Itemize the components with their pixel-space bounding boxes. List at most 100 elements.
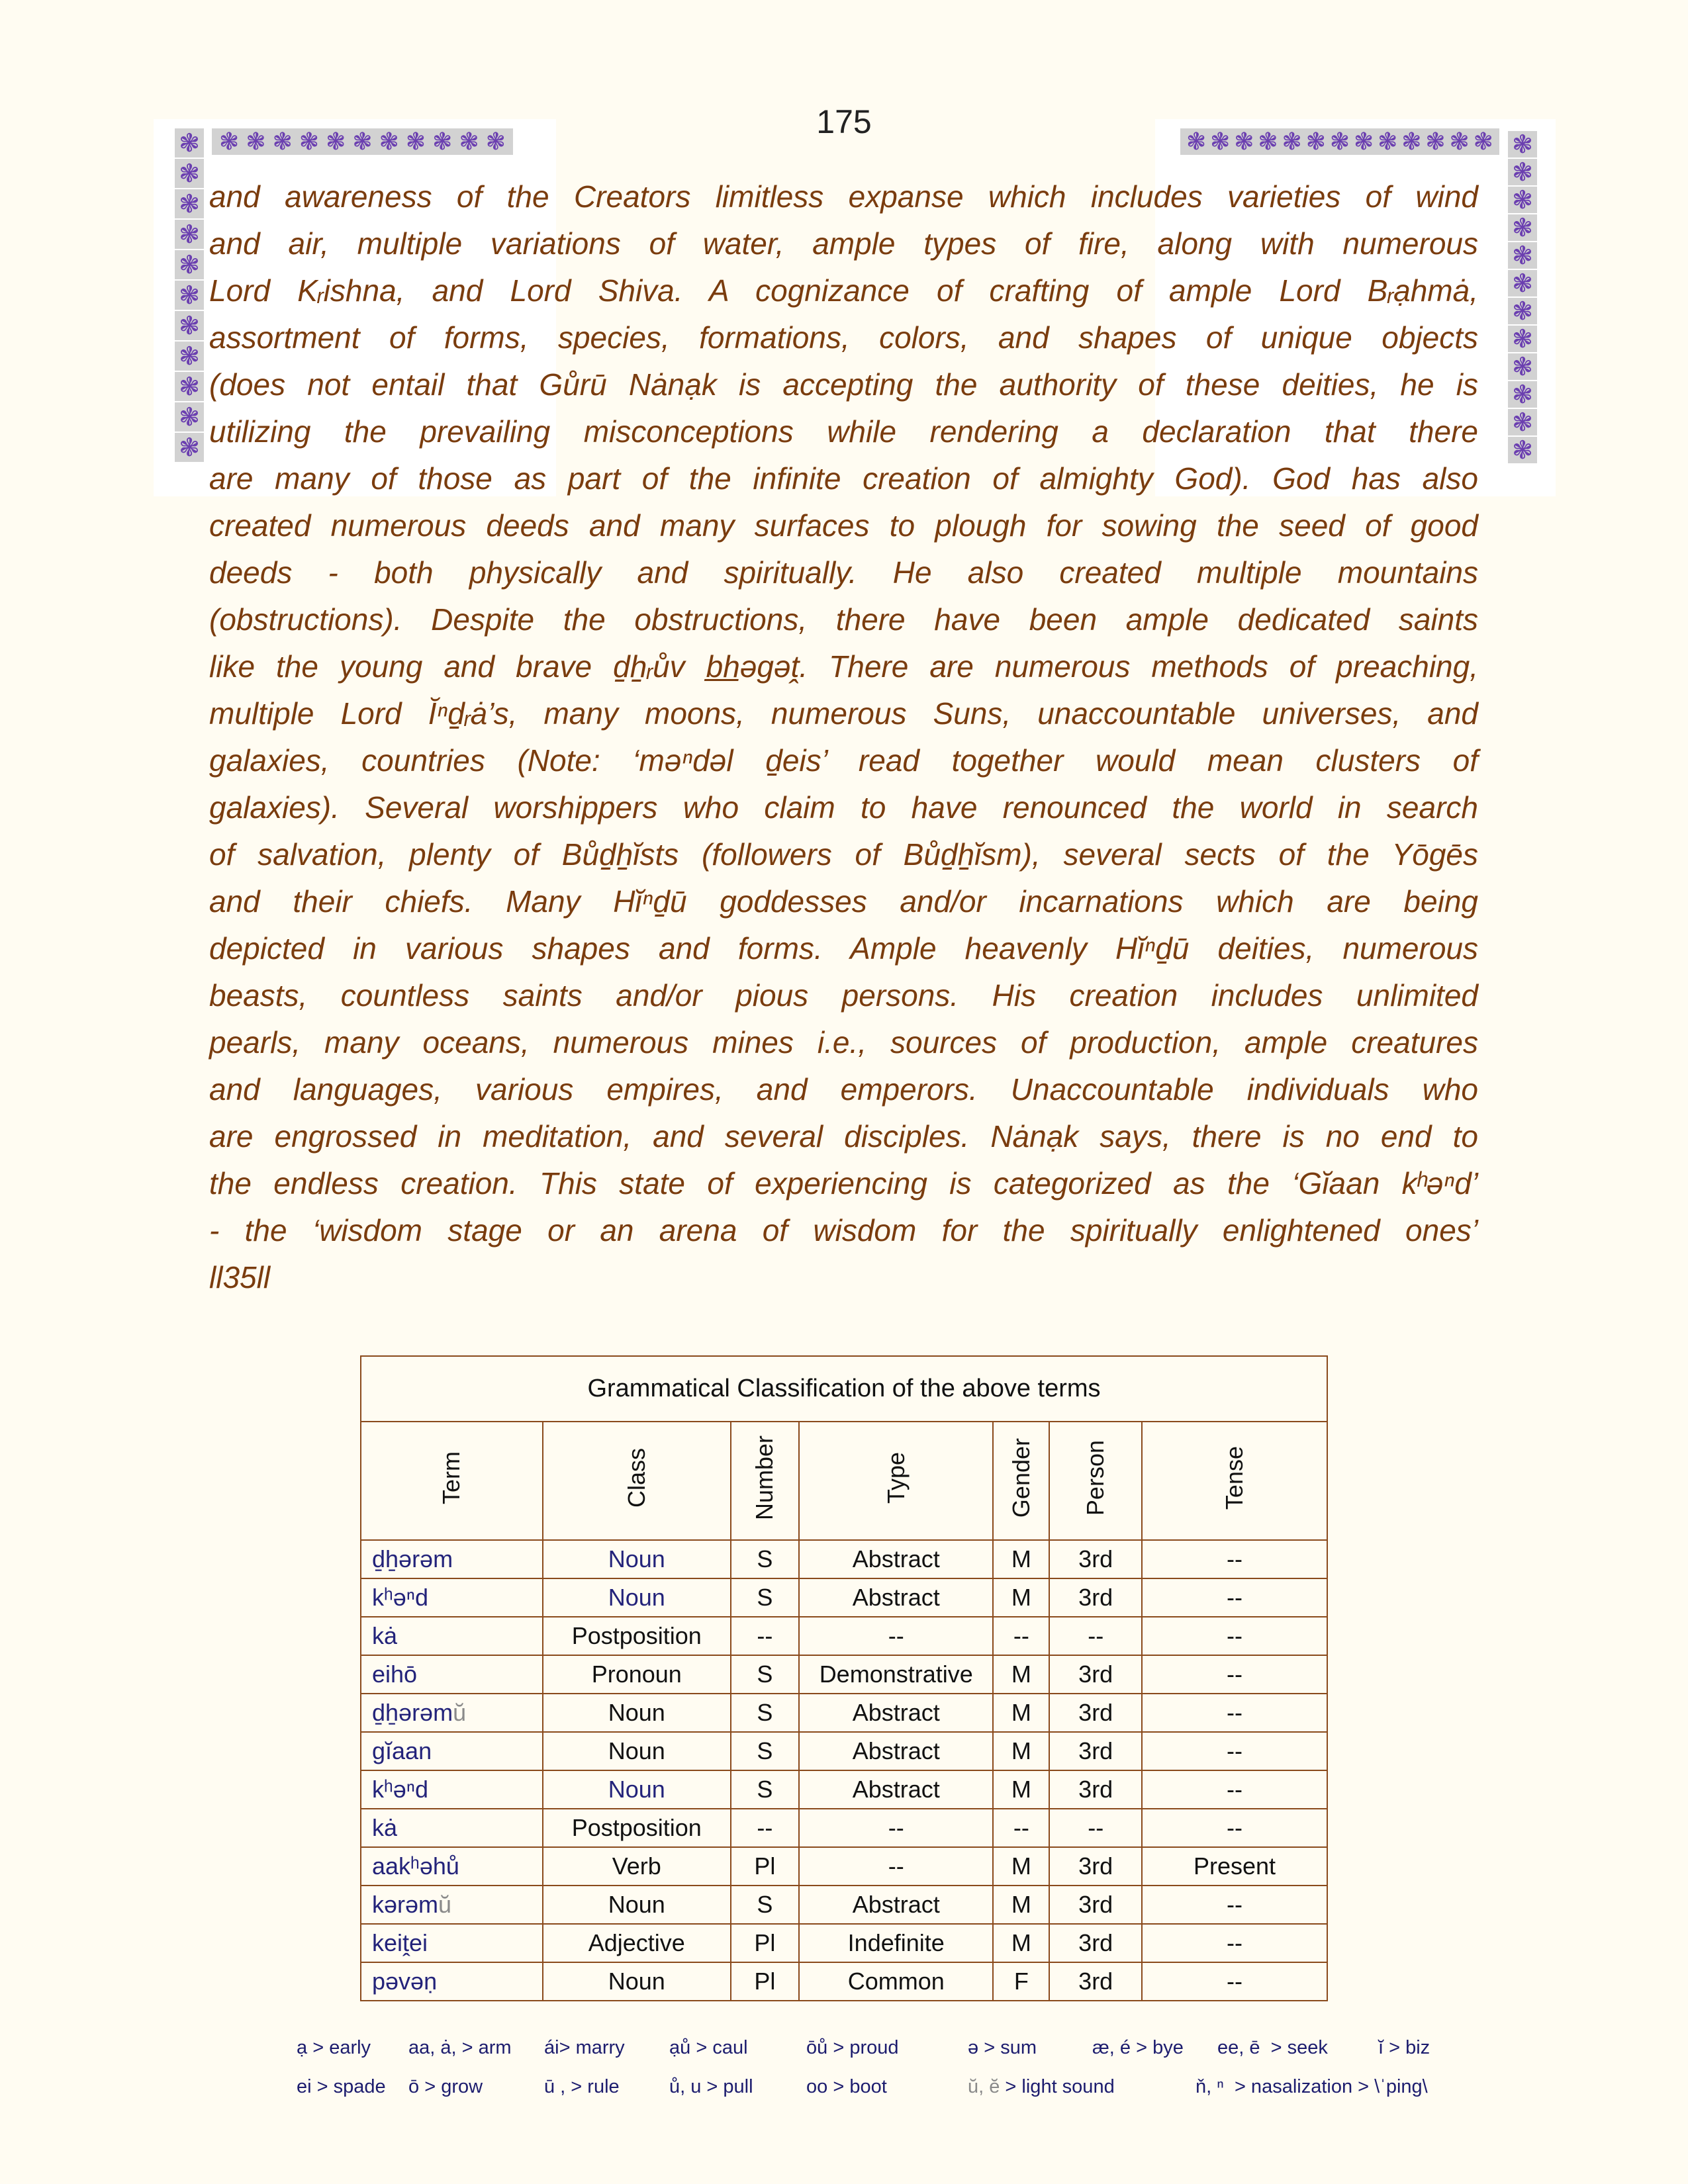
number-cell: -- (729, 1616, 800, 1656)
number-cell: Pl (729, 1962, 800, 2001)
tense-cell: -- (1141, 1962, 1328, 2001)
table-row: kȧ Postposition -- -- -- -- -- (360, 1616, 1328, 1656)
table-row: keiṱei Adjective Pl Indefinite M 3rd -- (360, 1923, 1328, 1963)
table-row: pəvəṇ Noun Pl Common F 3rd -- (360, 1962, 1328, 2001)
table-row: ḏẖərəmŭ Noun S Abstract M 3rd -- (360, 1693, 1328, 1733)
flower-icon: ❃ (175, 311, 204, 340)
legend-item: ái> marry (544, 2037, 625, 2059)
column-header-type: Type (798, 1421, 994, 1541)
paragraph-line: utilizing the prevailing misconceptions … (209, 414, 1478, 449)
tense-cell: -- (1141, 1539, 1328, 1579)
term-text: eihō (372, 1661, 418, 1688)
tense-cell: -- (1141, 1808, 1328, 1848)
table-title: Grammatical Classification of the above … (360, 1355, 1328, 1422)
paragraph-line: like the young and brave ḏẖᵣův b̲h̲əgəṱ.… (209, 649, 1478, 684)
type-cell: Indefinite (798, 1923, 994, 1963)
legend-symbol: ee, ē (1217, 2037, 1260, 2058)
gender-cell: M (992, 1655, 1051, 1694)
paragraph-line: created numerous deeds and many surfaces… (209, 508, 1478, 543)
legend-symbol: ů, u (669, 2076, 702, 2097)
flower-icon: ❃ (175, 250, 204, 279)
term-text: kȧ (372, 1814, 398, 1841)
term-text: ḏẖərəm (372, 1545, 453, 1572)
paragraph-line: multiple Lord Ĭⁿḏᵣȧ’s, many moons, numer… (209, 696, 1478, 731)
person-cell: 3rd (1049, 1885, 1143, 1925)
flower-icon: ❃ (246, 128, 266, 156)
paragraph-line: Lord Kᵣishna, and Lord Shiva. A cognizan… (209, 273, 1478, 308)
flower-icon: ❃ (299, 128, 320, 156)
type-cell: -- (798, 1808, 994, 1848)
decoration-backdrop-right (1155, 119, 1556, 496)
paragraph-line: depicted in various shapes and forms. Am… (209, 931, 1478, 966)
flower-icon: ❃ (1305, 128, 1326, 156)
class-cell: Pronoun (541, 1655, 731, 1694)
flower-icon: ❃ (1508, 131, 1537, 158)
class-cell: Noun (541, 1731, 731, 1771)
paragraph-line: deeds - both physically and spiritually.… (209, 555, 1478, 590)
flower-icon: ❃ (432, 128, 453, 156)
flower-icon: ❃ (1508, 381, 1537, 408)
flower-icon: ❃ (1508, 187, 1537, 213)
flower-icon: ❃ (175, 220, 204, 249)
legend-symbol: ạ (297, 2037, 308, 2058)
gender-cell: M (992, 1578, 1051, 1617)
legend-sound: > pull (701, 2076, 753, 2097)
legend-symbol: æ, é (1092, 2037, 1131, 2058)
term-text: aakʰəhů (372, 1852, 459, 1880)
type-cell: Abstract (798, 1693, 994, 1733)
legend-sound: > nasalization > \ˈping\ (1223, 2076, 1428, 2097)
gender-cell: -- (992, 1808, 1051, 1848)
type-cell: Abstract (798, 1731, 994, 1771)
paragraph-line: of salvation, plenty of Bůḏẖĭsts (follow… (209, 837, 1478, 872)
page-number: 175 (816, 103, 872, 140)
column-header-person: Person (1049, 1421, 1143, 1541)
column-header-label: Class (622, 1447, 650, 1508)
term-cell: pəvəṇ (360, 1962, 543, 2001)
term-text: ḏẖərəm (372, 1699, 453, 1726)
legend-sound: > sum (978, 2037, 1037, 2058)
legend-symbol: ei (297, 2076, 312, 2097)
tense-cell: Present (1141, 1846, 1328, 1886)
grammar-table: Grammatical Classification of the above … (360, 1355, 1328, 2001)
column-header-number: Number (729, 1421, 800, 1541)
flower-icon: ❃ (1508, 298, 1537, 324)
paragraph-line: are many of those as part of the infinit… (209, 461, 1478, 496)
paragraph-line: galaxies, countries (Note: ‘məⁿdəl ḏeis’… (209, 743, 1478, 778)
column-header-gender: Gender (992, 1421, 1051, 1541)
term-cell: kȧ (360, 1616, 543, 1656)
legend-sound: > proud (827, 2037, 899, 2058)
person-cell: 3rd (1049, 1770, 1143, 1809)
legend-symbol: aa, ȧ, (408, 2037, 457, 2058)
type-cell: Abstract (798, 1770, 994, 1809)
flower-icon: ❃ (1210, 128, 1231, 156)
class-cell: Noun (541, 1885, 731, 1925)
table-row: eihō Pronoun S Demonstrative M 3rd -- (360, 1655, 1328, 1694)
flower-icon: ❃ (1508, 353, 1537, 380)
gender-cell: -- (992, 1616, 1051, 1656)
flower-icon: ❃ (1508, 242, 1537, 269)
person-cell: 3rd (1049, 1655, 1143, 1694)
class-cell: Verb (541, 1846, 731, 1886)
legend-sound: > boot (827, 2076, 887, 2097)
column-header-label: Term (438, 1451, 465, 1504)
flower-icon: ❃ (405, 128, 426, 156)
body-paragraph: and awareness of the Creators limitless … (209, 173, 1478, 1301)
legend-sound: > light sound (1000, 2076, 1115, 2097)
number-cell: S (729, 1885, 800, 1925)
flower-icon: ❃ (1508, 409, 1537, 435)
legend-sound: > arm (456, 2037, 512, 2058)
flower-icon: ❃ (1378, 128, 1398, 156)
flower-icon: ❃ (175, 433, 204, 462)
paragraph-line: and awareness of the Creators limitless … (209, 179, 1478, 214)
legend-symbol: ň, ⁿ (1196, 2076, 1224, 2097)
top-left-border-decoration: ❃ ❃ ❃ ❃ ❃ ❃ ❃ ❃ ❃ ❃ ❃ (212, 128, 513, 156)
table-row: kərəmŭ Noun S Abstract M 3rd -- (360, 1885, 1328, 1925)
term-cell: kərəmŭ (360, 1885, 543, 1925)
gender-cell: M (992, 1923, 1051, 1963)
paragraph-line: (does not entail that Gůrū Nȧnạk is acce… (209, 367, 1478, 402)
legend-symbol: ái (544, 2037, 559, 2058)
flower-icon: ❃ (459, 128, 479, 156)
legend-symbol: ə (968, 2037, 979, 2058)
legend-symbol: ō (408, 2076, 420, 2097)
number-cell: S (729, 1693, 800, 1733)
